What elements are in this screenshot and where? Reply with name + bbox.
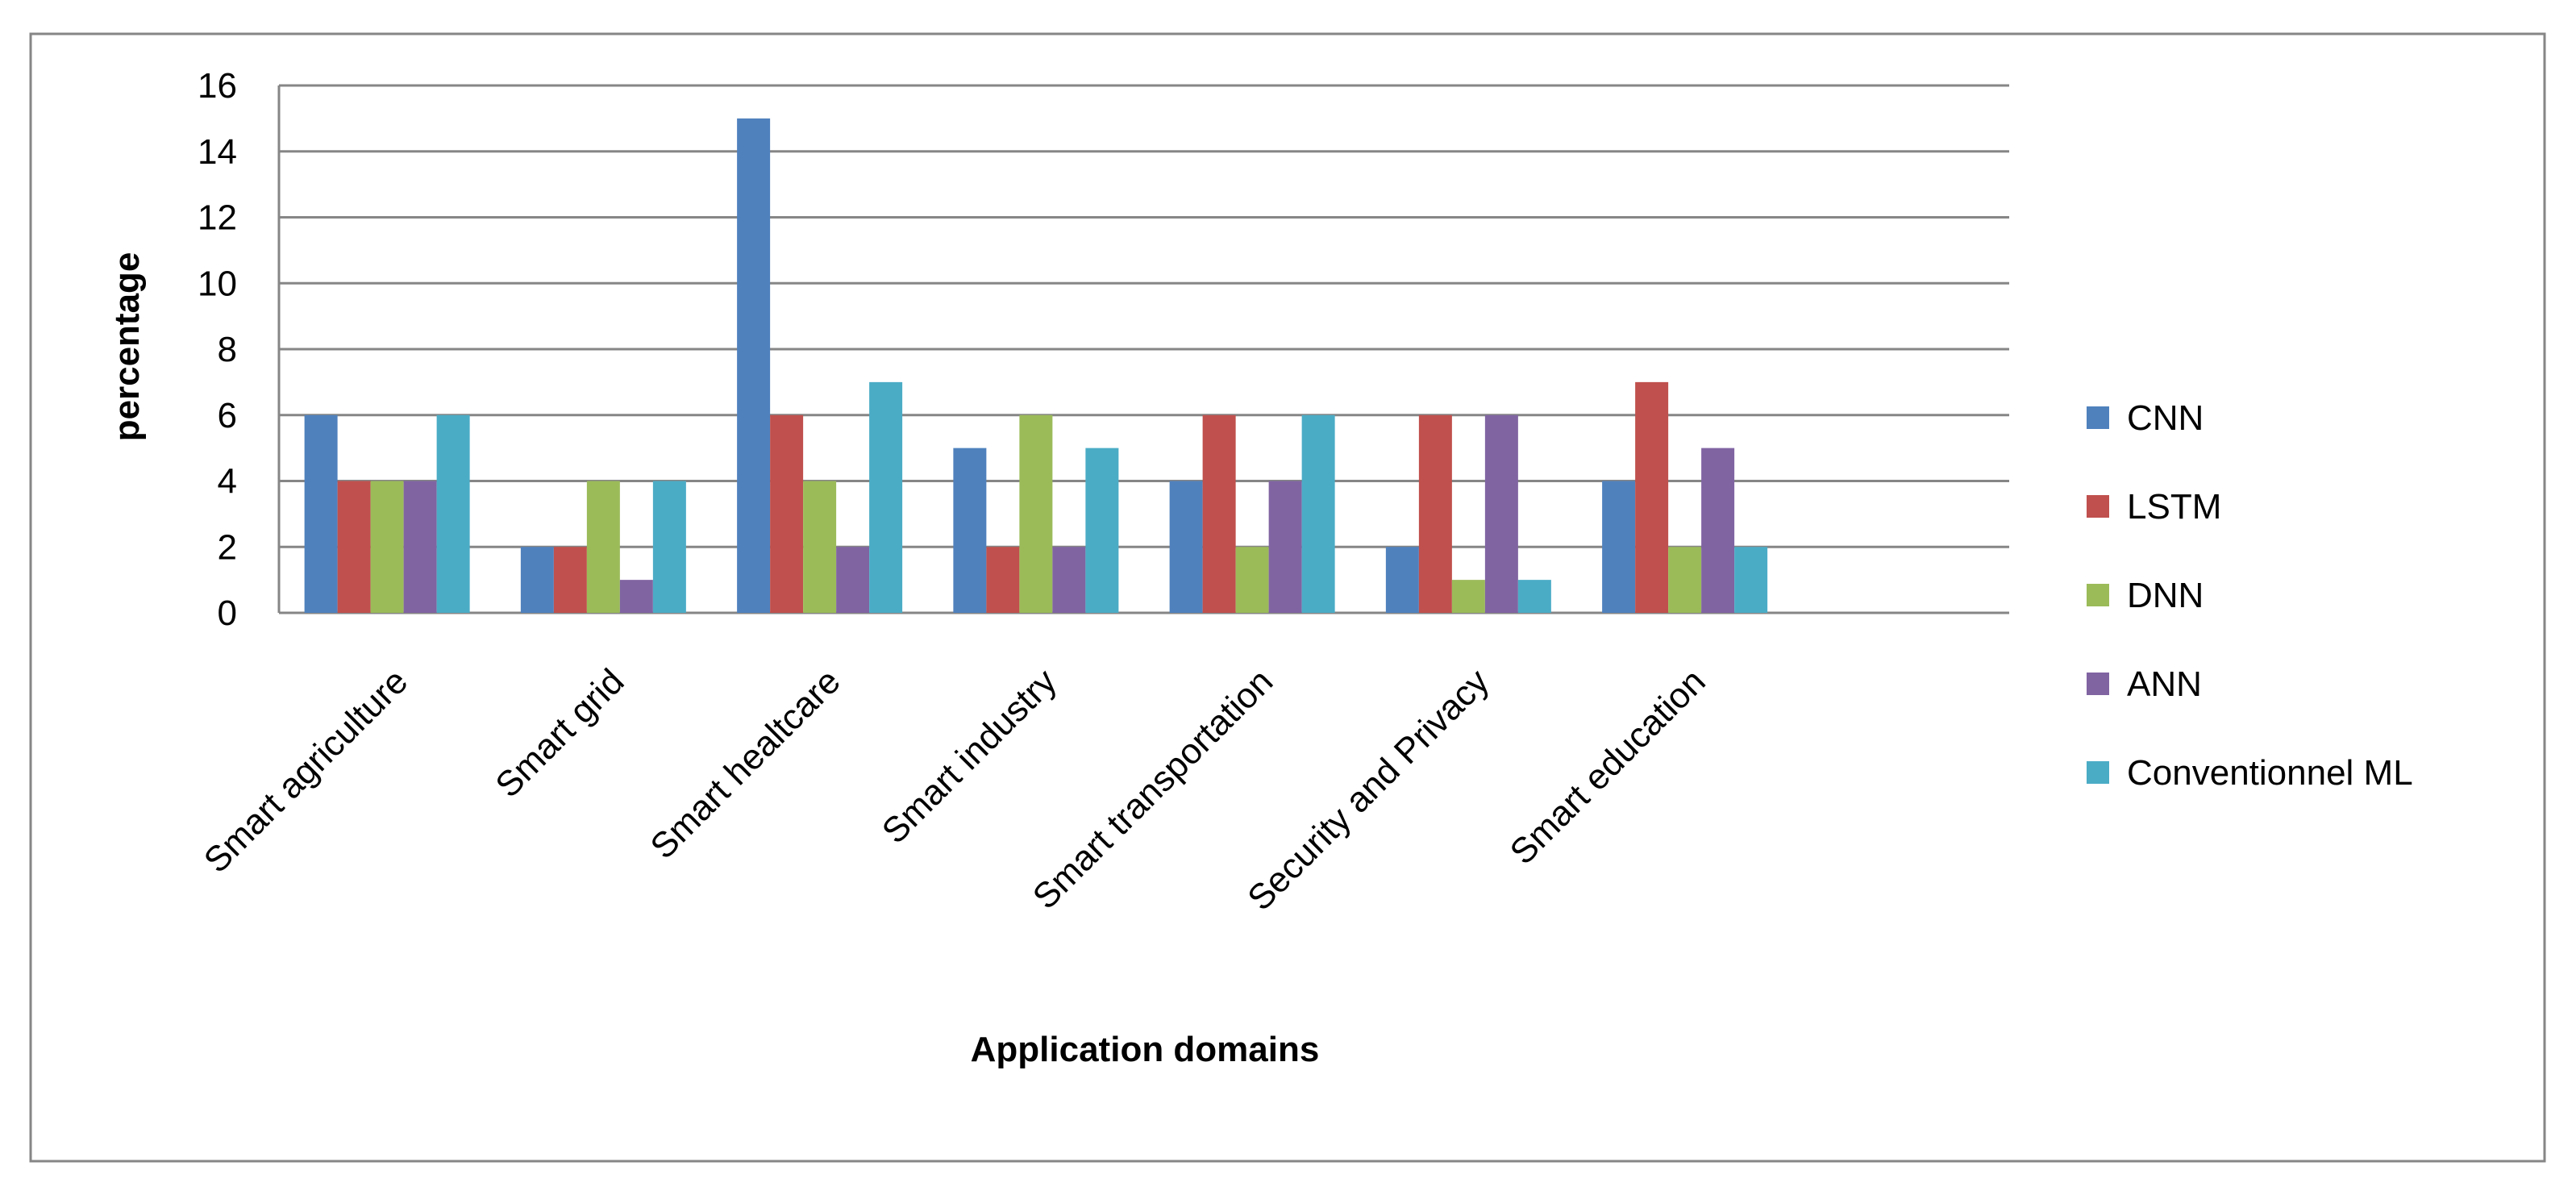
bar-cnn xyxy=(953,448,987,613)
legend-label: CNN xyxy=(2127,398,2204,438)
bar-lstm xyxy=(1418,414,1452,613)
bar-lstm xyxy=(1635,381,1669,613)
bar-conventionnel-ml xyxy=(869,381,903,613)
bar-ann xyxy=(836,547,870,613)
bar-lstm xyxy=(1202,414,1236,613)
bar-dnn xyxy=(803,481,837,613)
bar-conventionnel-ml xyxy=(1085,448,1119,613)
y-tick-label: 12 xyxy=(198,198,237,238)
legend-label: ANN xyxy=(2127,664,2202,704)
y-tick-label: 14 xyxy=(198,132,237,172)
y-tick-label: 6 xyxy=(218,396,237,435)
bar-cnn xyxy=(1602,481,1636,613)
legend-swatch xyxy=(2087,673,2109,695)
y-tick-label: 10 xyxy=(198,264,237,303)
bar-cnn xyxy=(737,118,771,613)
y-axis-title: percentage xyxy=(107,252,147,442)
legend-label: Conventionnel ML xyxy=(2127,753,2413,793)
legend-label: DNN xyxy=(2127,576,2204,615)
bar-ann xyxy=(1701,448,1735,613)
bar-ann xyxy=(1484,414,1518,613)
bar-cnn xyxy=(304,414,338,613)
legend-swatch xyxy=(2087,584,2109,606)
bar-ann xyxy=(1268,481,1302,613)
y-tick-label: 4 xyxy=(218,462,237,502)
bar-dnn xyxy=(1668,547,1702,613)
bar-lstm xyxy=(337,481,371,613)
bar-conventionnel-ml xyxy=(1517,580,1551,613)
bar-ann xyxy=(1052,547,1086,613)
bars xyxy=(304,118,1768,613)
bar-cnn xyxy=(520,547,554,613)
bar-conventionnel-ml xyxy=(1734,547,1768,613)
bar-conventionnel-ml xyxy=(652,481,686,613)
bar-conventionnel-ml xyxy=(436,414,470,613)
bar-ann xyxy=(619,580,653,613)
bar-ann xyxy=(403,481,437,613)
bar-dnn xyxy=(1019,414,1053,613)
y-tick-label: 2 xyxy=(218,527,237,567)
legend-swatch xyxy=(2087,406,2109,429)
legend-swatch xyxy=(2087,761,2109,784)
bar-dnn xyxy=(370,481,404,613)
y-tick-label: 16 xyxy=(198,66,237,106)
y-axis-ticks: 0 2 4 6 8 10 12 14 16 xyxy=(198,66,237,633)
bar-conventionnel-ml xyxy=(1301,414,1335,613)
y-tick-label: 0 xyxy=(218,593,237,633)
bar-cnn xyxy=(1385,547,1419,613)
legend-swatch xyxy=(2087,495,2109,518)
bar-lstm xyxy=(770,414,804,613)
x-axis-title: Application domains xyxy=(971,1030,1320,1069)
bar-cnn xyxy=(1169,481,1203,613)
bar-lstm xyxy=(553,547,587,613)
legend-label: LSTM xyxy=(2127,487,2221,527)
bar-dnn xyxy=(1235,547,1269,613)
bar-dnn xyxy=(586,481,620,613)
bar-lstm xyxy=(986,547,1020,613)
bar-dnn xyxy=(1451,580,1485,613)
legend: CNN LSTM DNN ANN Conventionnel ML xyxy=(2087,398,2413,793)
y-tick-label: 8 xyxy=(218,330,237,369)
